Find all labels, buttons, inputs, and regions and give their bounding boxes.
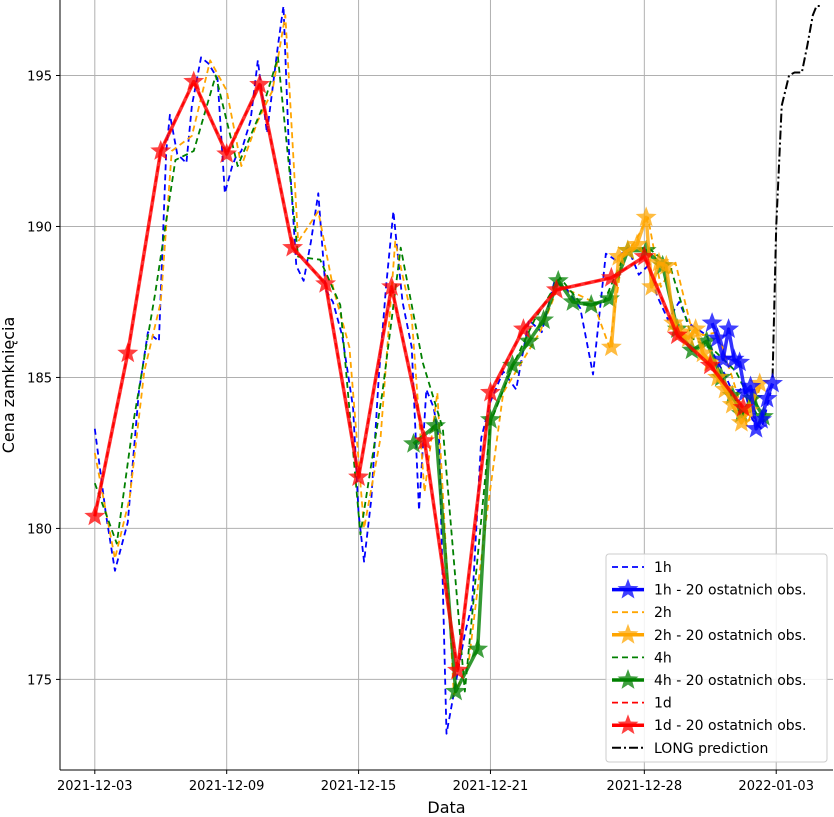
data-point-star — [381, 275, 403, 296]
grid — [60, 0, 833, 770]
data-point-star — [315, 272, 337, 293]
data-point-star — [738, 399, 760, 420]
x-tick-label: 2021-12-03 — [57, 779, 133, 794]
legend-label: 1h — [654, 560, 672, 576]
data-point-star — [447, 659, 468, 680]
series-line — [93, 79, 745, 673]
legend-label: 1h - 20 ostatnich obs. — [654, 583, 806, 599]
legend-label: 4h - 20 ostatnich obs. — [654, 673, 806, 689]
legend-label: 4h — [654, 650, 672, 666]
series-line — [93, 14, 763, 696]
y-tick-label: 195 — [27, 69, 52, 84]
legend-star-icon — [617, 669, 639, 689]
data-point-star — [545, 278, 567, 299]
legend-label: 2h - 20 ostatnich obs. — [654, 628, 806, 644]
data-point-star — [600, 336, 622, 357]
data-point-star — [699, 354, 721, 375]
data-point-star — [696, 330, 718, 351]
data-point-star — [150, 139, 172, 160]
data-point-star — [670, 321, 692, 342]
data-point-star — [600, 266, 622, 287]
data-point-star — [445, 680, 467, 701]
x-tick-label: 2021-12-21 — [453, 779, 529, 794]
data-point-star — [562, 290, 584, 311]
data-point-star — [721, 393, 743, 414]
x-tick-label: 2021-12-09 — [189, 779, 265, 794]
data-point-star — [641, 275, 663, 296]
tick-labels: 2021-12-03 2021-12-09 2021-12-15 2021-12-21… — [27, 69, 814, 794]
data-point-star — [707, 327, 729, 348]
series-group — [84, 5, 821, 735]
legend-star-icon — [617, 714, 639, 735]
data-point-star — [666, 324, 688, 345]
data-point-star — [403, 432, 424, 453]
data-point-star — [740, 375, 762, 396]
legend-label: 1d — [654, 696, 672, 712]
data-point-star — [425, 414, 446, 435]
data-point-star — [599, 287, 620, 308]
data-point-star — [533, 309, 555, 329]
legend-star-icon — [617, 578, 639, 599]
data-point-star — [677, 327, 699, 348]
legend-label: LONG prediction — [654, 741, 768, 757]
data-point-star — [655, 254, 677, 275]
data-point-star — [282, 236, 304, 257]
data-point-star — [501, 354, 523, 375]
x-tick-label: 2022-01-03 — [738, 779, 814, 794]
data-point-star — [518, 330, 540, 351]
data-point-star — [117, 342, 139, 363]
data-point-star — [512, 318, 534, 339]
data-point-star — [414, 429, 435, 450]
legend: 1h 1h - 20 ostatnich obs. 2h 2h - 20 ostatn… — [605, 553, 828, 763]
data-point-star — [732, 396, 754, 417]
x-tick-label: 2021-12-15 — [321, 779, 397, 794]
data-point-star — [467, 638, 489, 659]
data-point-star — [714, 378, 736, 399]
y-tick-label: 190 — [27, 220, 52, 235]
data-point-star — [633, 245, 655, 266]
data-point-star — [216, 143, 238, 163]
data-point-star — [729, 351, 751, 372]
data-point-star — [626, 233, 648, 254]
data-point-star — [762, 372, 784, 393]
data-point-star — [751, 408, 773, 429]
data-point-star — [635, 206, 657, 227]
data-point-star — [249, 73, 271, 94]
series-line — [771, 5, 821, 378]
y-tick-label: 175 — [27, 673, 52, 688]
data-point-star — [480, 381, 501, 402]
data-point-star — [348, 466, 370, 486]
legend-box — [605, 553, 828, 763]
data-point-star — [547, 269, 569, 290]
legend-label: 2h — [654, 605, 672, 621]
data-point-star — [635, 239, 657, 260]
data-point-star — [183, 70, 205, 91]
data-point-star — [692, 342, 714, 363]
data-point-star — [718, 318, 740, 339]
legend-label: 1d - 20 ostatnich obs. — [654, 718, 806, 734]
data-point-star — [701, 312, 723, 332]
legend-star-icon — [617, 623, 639, 644]
data-point-star — [723, 348, 745, 369]
data-point-star — [756, 387, 778, 408]
data-point-star — [730, 411, 752, 432]
axes — [59, 0, 833, 771]
data-point-star — [480, 408, 501, 429]
data-point-star — [685, 318, 707, 339]
data-point-star — [617, 239, 639, 260]
x-axis-label: Data — [427, 798, 465, 817]
data-point-star — [608, 245, 630, 266]
data-point-star — [749, 372, 771, 393]
data-point-star — [580, 293, 602, 314]
y-tick-label: 185 — [27, 371, 52, 386]
data-point-star — [712, 348, 734, 369]
data-point-star — [648, 251, 670, 272]
x-tick-label: 2021-12-28 — [607, 779, 683, 794]
y-tick-label: 180 — [27, 522, 52, 537]
y-axis-label: Cena zamknięcia — [0, 317, 18, 454]
data-point-star — [84, 505, 106, 526]
data-point-star — [734, 381, 756, 402]
